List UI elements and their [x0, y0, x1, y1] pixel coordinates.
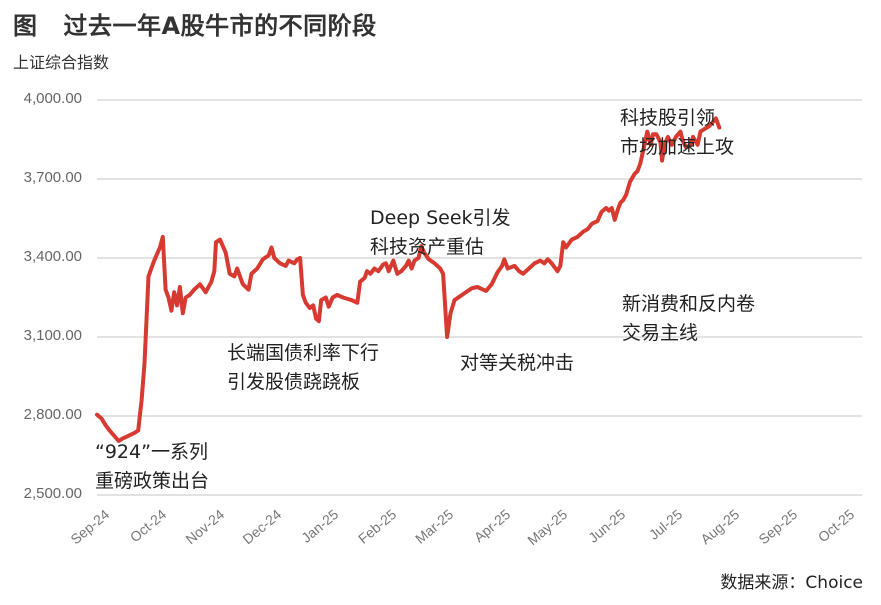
- annotation-line: 市场加速上攻: [620, 136, 735, 158]
- y-tick-label: 3,400.00: [23, 248, 82, 265]
- annotation-tariff: 对等关税冲击: [460, 349, 574, 378]
- annotation-consumption: 新消费和反内卷 交易主线: [622, 290, 755, 348]
- annotation-deepseek: Deep Seek引发 科技资产重估: [370, 204, 511, 262]
- annotation-line: 新消费和反内卷: [622, 293, 756, 315]
- annotation-line: “924”一系列: [95, 441, 208, 463]
- annotation-line: Deep Seek引发: [370, 207, 511, 229]
- annotation-line: 重磅政策出台: [95, 470, 210, 492]
- y-tick-label: 2,500.00: [23, 485, 82, 502]
- annotation-line: 对等关税冲击: [460, 352, 575, 374]
- index-line: [95, 116, 722, 443]
- gridlines: [97, 99, 862, 496]
- annotation-line: 长端国债利率下行: [227, 342, 380, 364]
- annotation-line: 科技资产重估: [370, 236, 485, 258]
- annotation-tech: 科技股引领 市场加速上攻: [620, 104, 734, 162]
- annotation-bond: 长端国债利率下行 引发股债跷跷板: [227, 339, 379, 397]
- chart-title: 图过去一年A股牛市的不同阶段: [13, 6, 377, 41]
- y-tick-label: 4,000.00: [23, 90, 82, 107]
- data-source: 数据来源：Choice: [720, 573, 863, 593]
- y-tick-label: 3,100.00: [23, 327, 82, 344]
- title-text: 过去一年A股牛市的不同阶段: [63, 12, 377, 40]
- y-tick-label: 2,800.00: [23, 406, 82, 423]
- figure-label: 图: [13, 12, 38, 40]
- annotation-line: 引发股债跷跷板: [227, 371, 361, 393]
- annotation-line: 交易主线: [622, 322, 699, 344]
- y-axis-title: 上证综合指数: [13, 53, 110, 72]
- annotation-line: 科技股引领: [620, 107, 716, 129]
- y-tick-label: 3,700.00: [23, 169, 82, 186]
- annotation-policy: “924”一系列 重磅政策出台: [95, 438, 209, 496]
